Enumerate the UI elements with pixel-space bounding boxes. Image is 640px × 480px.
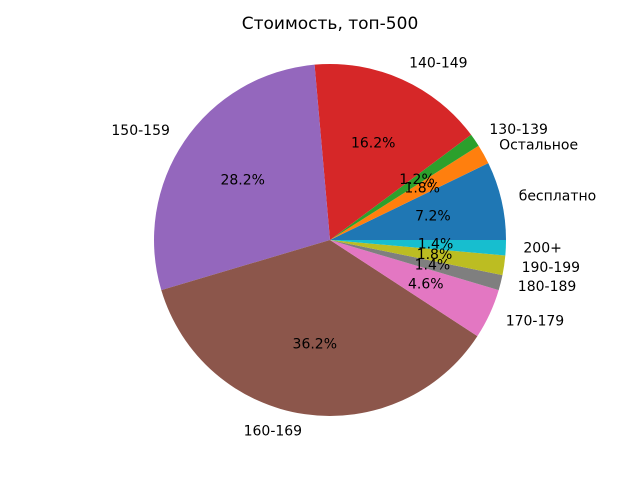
pie-slice <box>154 64 330 291</box>
pie-slice <box>330 134 479 240</box>
slice-label: 190-199 <box>522 260 581 276</box>
slice-percent: 1.2% <box>399 172 435 188</box>
slice-label: 170-179 <box>506 313 565 329</box>
slice-label: 160-169 <box>244 424 303 440</box>
pie-slice <box>330 240 506 276</box>
chart-title: Стоимость, топ-500 <box>242 14 419 34</box>
pie-slices-group <box>154 63 506 416</box>
pie-slice <box>330 240 506 256</box>
slice-percent: 4.6% <box>408 276 444 292</box>
slice-percent: 7.2% <box>415 208 451 224</box>
slice-percent: 16.2% <box>351 136 395 152</box>
pie-slice <box>314 63 472 241</box>
pie-slice <box>330 240 503 291</box>
slice-percent: 1.4% <box>415 258 451 274</box>
pie-labels-group: бесплатно 7.2% Остальное 1.8% 130-139 1.2% 140… <box>111 55 596 439</box>
slice-percent: 36.2% <box>293 337 337 353</box>
slice-label: 130-139 <box>489 122 548 138</box>
slice-percent: 28.2% <box>220 173 264 189</box>
slice-label: Остальное <box>499 138 578 154</box>
slice-percent: 1.8% <box>404 181 440 197</box>
slice-label: 180-189 <box>518 279 577 295</box>
pie-slice <box>161 240 478 416</box>
slice-label: 150-159 <box>111 123 170 139</box>
slice-percent: 1.4% <box>418 237 454 253</box>
pie-slice <box>330 240 499 337</box>
slice-label: бесплатно <box>519 189 597 205</box>
pie-slice <box>330 163 506 240</box>
slice-label: 140-149 <box>409 55 468 71</box>
slice-label: 200+ <box>523 241 561 257</box>
pie-slice <box>330 145 489 240</box>
slice-percent: 1.8% <box>417 247 453 263</box>
